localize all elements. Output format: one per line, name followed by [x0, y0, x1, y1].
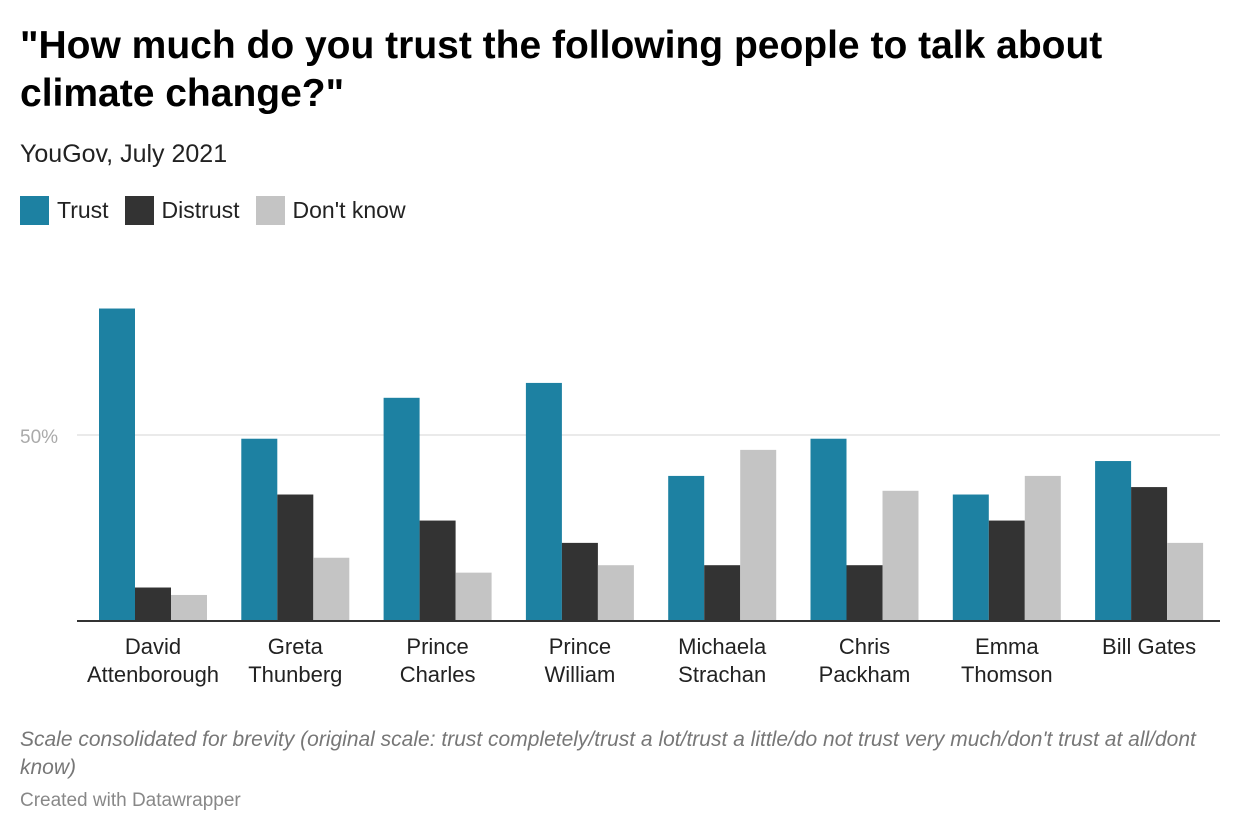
credit-line: Created with Datawrapper	[20, 790, 241, 811]
bar-trust-0	[99, 308, 135, 621]
bar-distrust-2	[419, 520, 456, 621]
bar-don-t-know-2	[455, 572, 492, 621]
legend-swatch-dont-know	[255, 196, 285, 225]
legend-item-dont-know: Don't know	[255, 196, 406, 225]
bar-trust-2	[383, 397, 420, 621]
chart-title: "How much do you trust the following peo…	[20, 24, 1103, 115]
x-tick-label-0: David Attenborough	[87, 634, 219, 687]
legend-swatch-distrust	[124, 196, 154, 225]
legend-item-trust: Trust	[20, 196, 109, 225]
chart-note: Scale consolidated for brevity (original…	[20, 728, 1196, 779]
bar-trust-7	[1095, 461, 1132, 621]
bar-chart: 50% David Attenborough Greta Thunberg Prince C…	[20, 308, 1220, 687]
bar-distrust-7	[1131, 487, 1168, 621]
bar-trust-4	[668, 475, 705, 621]
legend-swatch-trust	[20, 196, 49, 225]
bar-trust-3	[525, 382, 562, 621]
y-tick-label-0: 50%	[20, 427, 58, 448]
x-tick-label-2: Prince Charles	[400, 634, 476, 687]
legend: Trust Distrust Don't know	[20, 196, 422, 225]
x-tick-label-5: Chris Packham	[819, 634, 911, 687]
x-tick-label-4: Michaela Strachan	[678, 634, 767, 687]
legend-item-distrust: Distrust	[124, 196, 240, 225]
legend-label-trust: Trust	[57, 197, 109, 223]
bar-trust-5	[810, 438, 847, 621]
bar-don-t-know-0	[171, 594, 207, 621]
bar-trust-1	[241, 438, 278, 621]
bar-distrust-4	[704, 565, 741, 621]
bar-don-t-know-1	[313, 557, 350, 621]
bar-distrust-1	[277, 494, 314, 621]
x-tick-label-7: Bill Gates	[1102, 634, 1196, 659]
bar-don-t-know-7	[1167, 542, 1204, 621]
x-tick-label-3: Prince William	[544, 634, 615, 687]
bar-don-t-know-4	[740, 449, 777, 621]
bar-distrust-5	[846, 565, 883, 621]
chart-subtitle: YouGov, July 2021	[20, 140, 228, 168]
x-tick-label-1: Greta Thunberg	[248, 634, 342, 687]
bar-distrust-6	[988, 520, 1025, 621]
legend-label-dont-know: Don't know	[292, 197, 406, 223]
x-tick-label-6: Emma Thomson	[961, 634, 1053, 687]
bar-trust-6	[952, 494, 989, 621]
bar-don-t-know-5	[882, 490, 919, 621]
bar-don-t-know-3	[597, 565, 634, 621]
legend-label-distrust: Distrust	[161, 197, 240, 223]
bar-don-t-know-6	[1024, 475, 1061, 621]
bar-distrust-0	[135, 587, 171, 621]
bar-distrust-3	[561, 542, 598, 621]
